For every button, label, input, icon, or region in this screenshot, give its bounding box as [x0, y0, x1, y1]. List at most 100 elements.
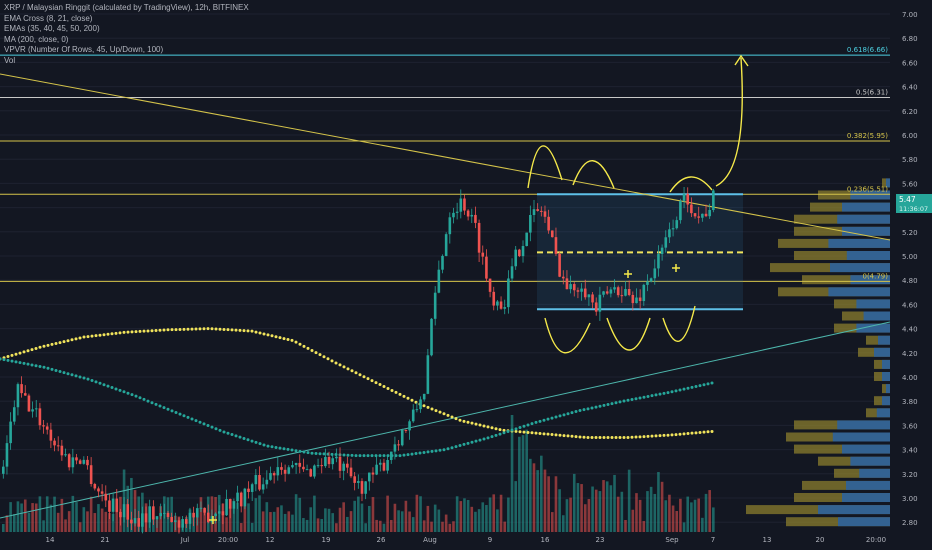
candle-body	[664, 237, 668, 248]
ema-dot	[570, 411, 574, 415]
ma200-dot	[302, 344, 306, 348]
ema-dot	[530, 422, 534, 426]
ma200-dot	[466, 420, 470, 424]
indicator-emas[interactable]: EMAs (35, 40, 45, 50, 200)	[4, 24, 100, 33]
candle-body	[100, 491, 104, 494]
candle-body	[188, 512, 192, 524]
volume-bar	[364, 523, 367, 532]
indicator-vpvr[interactable]: VPVR (Number Of Rows, 45, Up/Down, 100)	[4, 45, 164, 54]
ma200-dot	[262, 332, 266, 336]
symbol-title[interactable]: XRP / Malaysian Ringgit (calculated by T…	[4, 3, 249, 12]
indicator-volume[interactable]: Vol	[4, 55, 16, 65]
candle-body	[598, 294, 602, 312]
volume-bar	[34, 503, 38, 532]
time-axis[interactable]: 14 21 Jul 20:00 12 19 26 Aug 9 16 23 Sep 7 13 20 20:00	[46, 536, 887, 544]
volume-bar	[349, 511, 353, 532]
volume-bar	[474, 511, 477, 532]
ma200-dot	[226, 328, 230, 332]
volume-bar	[100, 508, 104, 532]
ma200-dot	[430, 407, 434, 411]
vpvr-row-up	[856, 323, 890, 333]
ema-dot	[182, 414, 186, 418]
candle-body	[408, 421, 411, 431]
descending-trendline	[0, 73, 891, 241]
fib-label: 0.5(6.31)	[856, 88, 888, 96]
volume-bar	[635, 493, 638, 532]
ma200-dot	[474, 422, 478, 426]
time-tick-label: 20:00	[866, 536, 886, 544]
volume-bar	[587, 499, 591, 532]
candle-body	[86, 459, 89, 466]
candle-body	[371, 472, 375, 475]
vpvr-row-up	[818, 505, 890, 515]
candle-body	[682, 193, 686, 201]
candle-body	[602, 291, 605, 295]
candle-body	[225, 498, 228, 516]
candle-body	[67, 454, 71, 468]
ema-dot	[6, 358, 10, 362]
candle-body	[649, 278, 653, 282]
ma200-dot	[390, 388, 394, 392]
volume-bar	[108, 513, 111, 532]
candle-body	[115, 498, 119, 512]
ema-dot	[542, 418, 546, 422]
volume-bar	[320, 519, 324, 532]
candle-body	[657, 254, 660, 269]
volume-bar	[86, 511, 89, 532]
vpvr-row-up	[838, 517, 890, 527]
ema-dot	[574, 410, 578, 414]
candle-body	[591, 294, 594, 303]
volume-bar	[704, 493, 708, 532]
ema-dot	[322, 452, 326, 456]
candle-body	[104, 493, 108, 501]
ema-dot	[358, 454, 362, 458]
volume-bar	[598, 491, 602, 532]
indicator-ema-cross[interactable]: EMA Cross (8, 21, close)	[4, 13, 93, 23]
ma200-dot	[18, 351, 22, 355]
volume-bar	[115, 505, 119, 532]
volume-bar	[594, 489, 598, 532]
candle-body	[42, 425, 45, 427]
ema-dot	[294, 449, 298, 453]
candle-body	[397, 444, 400, 446]
ema-dot	[646, 394, 650, 398]
volume-bar	[291, 514, 294, 532]
volume-bar	[12, 514, 16, 532]
candle-body	[609, 289, 613, 294]
candle-body	[477, 222, 481, 253]
ema-dot	[418, 451, 422, 455]
candle-body	[697, 216, 700, 218]
ma200-dot	[254, 330, 258, 334]
price-axis[interactable]: 7.006.806.606.406.206.005.805.605.405.20…	[902, 11, 918, 527]
candle-body	[199, 507, 203, 509]
ema-dot	[578, 409, 582, 413]
ma200-dot	[366, 377, 370, 381]
ma200-dot	[286, 338, 290, 342]
ema-dot	[598, 404, 602, 408]
candle-body	[679, 200, 682, 221]
candle-body	[704, 213, 708, 217]
time-tick-label: Sep	[665, 536, 679, 544]
ema-dot	[686, 386, 690, 390]
ma200-dot	[646, 434, 650, 438]
ma200-dot	[338, 363, 342, 367]
ema-dot	[558, 414, 562, 418]
ma200-dot	[242, 329, 246, 333]
ma200-dot	[334, 361, 338, 365]
volume-bar	[433, 504, 437, 532]
ema-dot	[130, 393, 134, 397]
ma200-dot	[502, 428, 506, 432]
ma200-dot	[330, 359, 334, 363]
ma200-dot	[38, 345, 42, 349]
ma200-dot	[670, 433, 674, 437]
fib-label: 0.618(6.66)	[847, 46, 888, 54]
ema-dot	[262, 443, 266, 447]
indicator-ma[interactable]: MA (200, close, 0)	[4, 34, 69, 44]
candle-body	[89, 465, 93, 484]
ema-dot	[426, 450, 430, 454]
volume-bar	[56, 512, 60, 532]
volume-bar	[627, 469, 631, 532]
vpvr-row-up	[850, 275, 890, 285]
ma200-dot	[238, 328, 242, 332]
